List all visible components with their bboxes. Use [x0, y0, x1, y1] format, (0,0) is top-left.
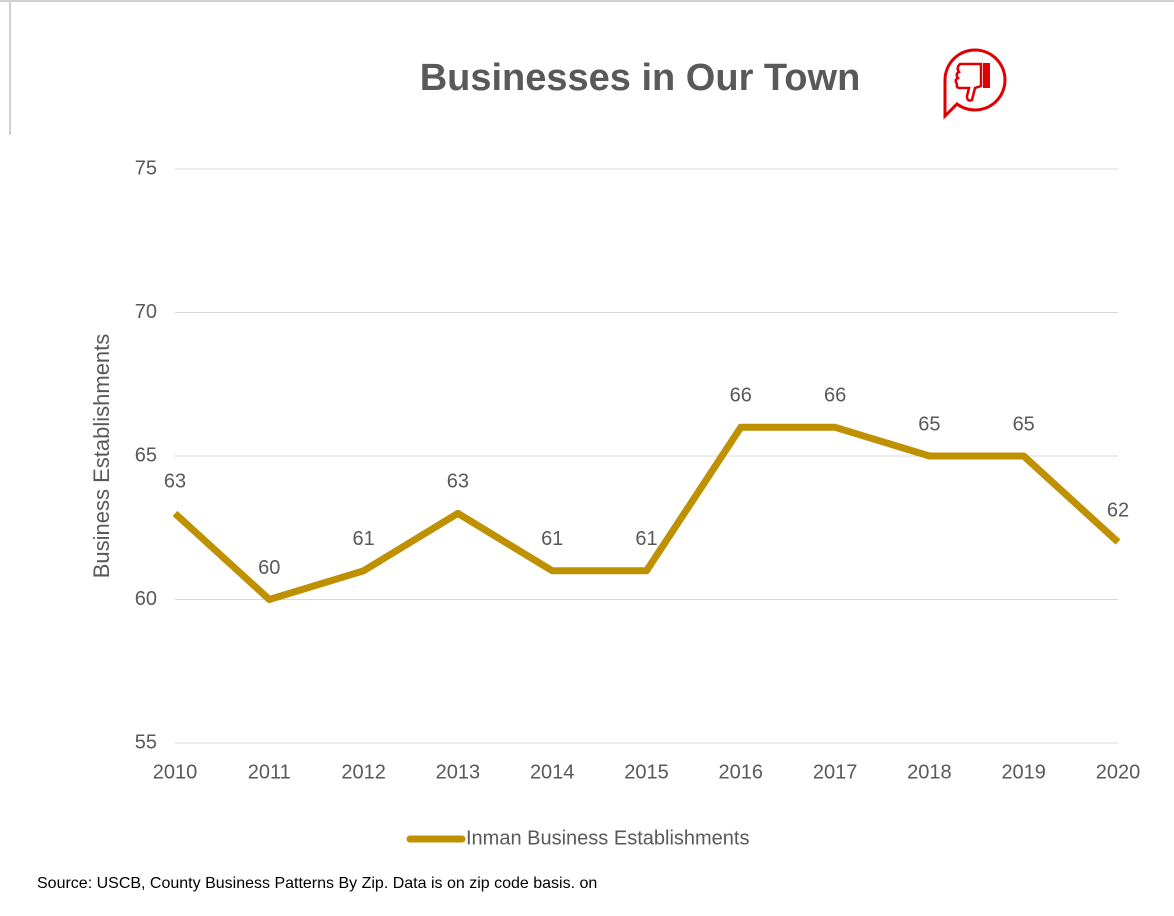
- x-tick-label: 2018: [907, 761, 952, 783]
- data-label: 61: [635, 528, 657, 550]
- data-label: 63: [447, 471, 469, 493]
- x-tick-label: 2013: [436, 761, 481, 783]
- y-tick-label: 55: [135, 731, 157, 753]
- x-tick-label: 2010: [153, 761, 198, 783]
- legend-label: Inman Business Establishments: [466, 827, 749, 849]
- x-tick-label: 2014: [530, 761, 575, 783]
- y-tick-label: 60: [135, 588, 157, 610]
- x-tick-label: 2019: [1001, 761, 1046, 783]
- x-tick-label: 2011: [248, 761, 291, 783]
- data-label: 65: [918, 413, 940, 435]
- y-tick-label: 75: [135, 157, 157, 179]
- source-note: Source: USCB, County Business Patterns B…: [37, 875, 597, 892]
- x-tick-label: 2012: [341, 761, 386, 783]
- data-label: 62: [1107, 499, 1129, 521]
- thumbs-down-icon: [943, 48, 1007, 120]
- y-axis-label: Business Establishments: [89, 334, 114, 579]
- x-tick-label: 2016: [719, 761, 764, 783]
- data-label: 66: [824, 385, 846, 407]
- data-label: 60: [258, 557, 280, 579]
- y-tick-label: 65: [135, 444, 157, 466]
- data-label: 61: [352, 528, 374, 550]
- x-tick-label: 2020: [1096, 761, 1141, 783]
- chart-title: Businesses in Our Town: [420, 57, 861, 99]
- x-tick-label: 2015: [624, 761, 669, 783]
- y-tick-label: 70: [135, 301, 157, 323]
- data-label: 65: [1013, 413, 1035, 435]
- x-tick-label: 2017: [813, 761, 858, 783]
- data-label: 66: [730, 385, 752, 407]
- series-line: [172, 423, 1121, 603]
- data-label: 63: [164, 471, 186, 493]
- data-label: 61: [541, 528, 563, 550]
